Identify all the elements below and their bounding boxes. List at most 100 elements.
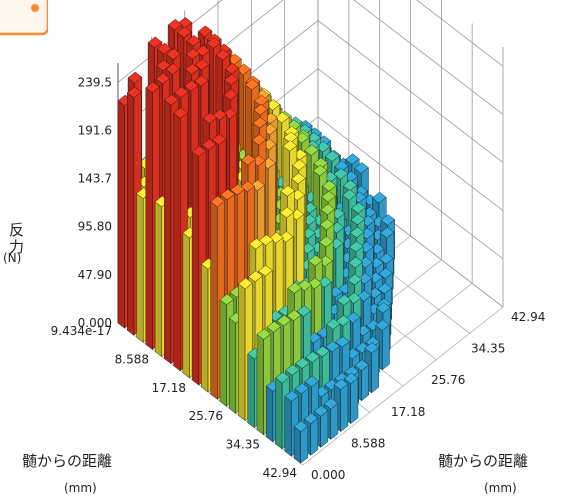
z-axis-label: 反力: [7, 222, 25, 256]
bar-face-top: [284, 390, 299, 402]
z-tick-label: 0.000: [78, 316, 112, 330]
z-tick-label: 95.80: [78, 220, 112, 234]
bar-face-top: [251, 134, 267, 146]
bar-face-front: [256, 334, 264, 436]
x-axis-unit: (mm): [64, 481, 97, 495]
bar-face-top: [348, 256, 363, 269]
bar-face-top: [167, 19, 183, 31]
bar-face-top: [294, 382, 309, 395]
bar-face-top: [354, 162, 369, 174]
x-tick-label: 9.434e-17: [51, 324, 112, 338]
bar-face-top: [285, 364, 300, 376]
bar-face-top: [313, 405, 329, 417]
bar-face-top: [194, 58, 210, 71]
bar-face-top: [364, 342, 380, 354]
bar-face-top: [304, 144, 319, 156]
bar-face-top: [323, 397, 339, 410]
bar-face-top: [185, 48, 201, 60]
bar-face-side: [310, 417, 319, 456]
bar-face-front: [182, 232, 190, 379]
bar-face-top: [173, 107, 188, 119]
z-tick-label: 47.90: [78, 268, 112, 282]
bar-face-top: [224, 74, 239, 86]
y-tick-label: 17.18: [391, 405, 425, 419]
bar-mark: [293, 420, 309, 464]
bar-face-side: [300, 425, 309, 464]
x-tick-label: 25.76: [189, 409, 223, 423]
corner-badge-icon: [0, 0, 48, 36]
bar-face-top: [163, 94, 179, 106]
bar-face-top: [206, 37, 221, 49]
bar-face-top: [201, 138, 217, 151]
bar-face-top: [348, 240, 364, 253]
bar-face-top: [293, 420, 309, 432]
bar-face-top: [223, 89, 238, 101]
bar-face-top: [224, 62, 240, 75]
bar-face-top: [282, 140, 298, 152]
x-tick-label: 42.94: [263, 466, 297, 480]
bar-face-front: [117, 100, 125, 329]
bar-face-front: [210, 201, 218, 400]
bar-face-top: [336, 294, 352, 306]
bar-face-front: [191, 151, 199, 386]
bar-face-front: [145, 87, 153, 350]
bar-face-top: [256, 328, 272, 340]
bar-face-top: [126, 86, 142, 99]
z-tick-label: 143.7: [78, 172, 112, 186]
bar-face-front: [275, 377, 283, 450]
bar-face-front: [238, 283, 246, 421]
chart-ticks: 0.00047.9095.80143.7191.6239.59.434e-178…: [51, 75, 546, 482]
bar-face-top: [320, 203, 336, 216]
bar-face-top: [341, 189, 357, 201]
bar-face-top: [286, 309, 302, 321]
bar-face-top: [236, 63, 251, 76]
bar-face-top: [238, 277, 253, 290]
bar-face-top: [220, 188, 235, 201]
bar-face-top: [230, 183, 245, 196]
bar-face-top: [165, 63, 181, 75]
bar-face-side: [371, 347, 379, 394]
bar-face-top: [324, 150, 340, 162]
bar-face-top: [315, 141, 331, 153]
bar-face-front: [228, 317, 237, 414]
bar-face-top: [375, 319, 390, 331]
y-axis-unit: (mm): [484, 481, 517, 495]
bar-face-top: [378, 267, 393, 279]
bar-face-top: [315, 345, 330, 358]
bar-face-top: [376, 302, 391, 314]
bar-face-top: [248, 270, 263, 282]
bar-face-top: [354, 359, 370, 371]
y-tick-label: 0.000: [311, 468, 345, 482]
bar-face-top: [215, 49, 231, 61]
bar-face-top: [280, 185, 295, 197]
bar-face-top: [210, 195, 225, 208]
bar-face-top: [156, 42, 172, 55]
bar-face-top: [344, 153, 360, 165]
bar-face-top: [241, 154, 256, 166]
bar-face-side: [320, 410, 329, 448]
bar-face-side: [382, 324, 390, 371]
bar-face-front: [127, 92, 135, 336]
y-tick-label: 42.94: [511, 310, 545, 324]
bar-face-front: [266, 385, 274, 443]
bar-face-top: [194, 75, 209, 87]
bar-face-top: [294, 132, 310, 144]
bar-face-top: [325, 318, 341, 330]
bar-face-top: [145, 81, 161, 93]
bar-face-top: [321, 180, 337, 192]
bar-face-top: [197, 25, 213, 37]
x-tick-label: 17.18: [152, 381, 186, 395]
bar-face-top: [350, 213, 366, 226]
bar-face-top: [166, 48, 181, 60]
bar-face-side: [361, 364, 369, 402]
bar-face-top: [279, 206, 295, 219]
bar-face-top: [347, 273, 363, 286]
bar-face-top: [333, 378, 349, 391]
bar-face-top: [227, 53, 242, 65]
bar-face-top: [252, 117, 268, 129]
bar-face-top: [244, 78, 260, 91]
y-tick-label: 25.76: [431, 373, 465, 387]
y-tick-label: 8.588: [351, 436, 385, 450]
bar-face-top: [335, 336, 350, 348]
